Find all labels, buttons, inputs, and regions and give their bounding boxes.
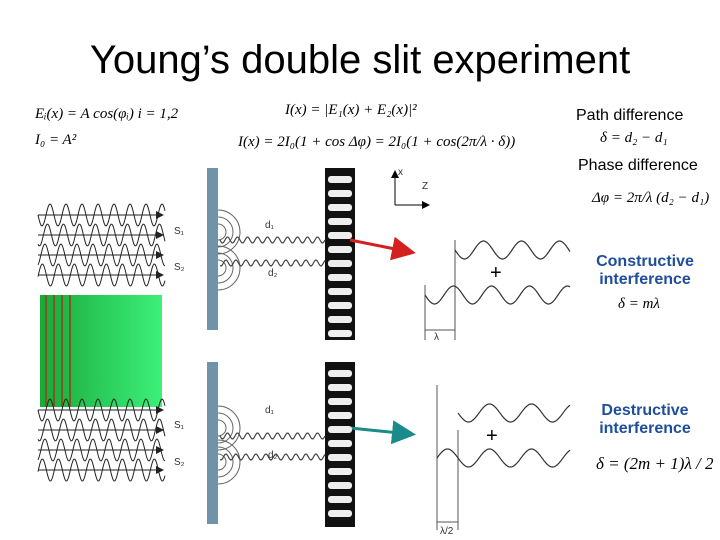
fringe xyxy=(328,218,352,225)
wavefront xyxy=(217,223,227,241)
fringe xyxy=(328,510,352,517)
path-label: d₁ xyxy=(265,405,274,416)
wave xyxy=(37,243,166,267)
source-label: S₁ xyxy=(174,420,185,431)
destructive-label: Destructive interference xyxy=(599,402,691,437)
wave xyxy=(37,398,166,422)
fringe xyxy=(328,426,352,433)
fringe xyxy=(328,260,352,267)
fringe xyxy=(328,274,352,281)
wavefront xyxy=(217,209,241,255)
wavefront xyxy=(217,446,234,478)
source-label: S₂ xyxy=(174,262,185,273)
equation: I(x) = |E₁(x) + E₂(x)|² xyxy=(285,102,417,118)
fringe xyxy=(328,302,352,309)
fringe xyxy=(328,440,352,447)
red-arrow xyxy=(349,236,416,261)
fringe xyxy=(328,176,352,183)
scale-label: λ/2 xyxy=(440,526,454,537)
path-label: d₂ xyxy=(268,450,278,461)
plus: + xyxy=(490,262,502,284)
wave xyxy=(424,285,571,305)
source-label: S₂ xyxy=(174,457,185,468)
wave xyxy=(219,236,326,244)
wave xyxy=(37,438,166,462)
wavefront xyxy=(217,245,241,291)
equation: I(x) = 2I₀(1 + cos Δφ) = 2I₀(1 + cos(2π/… xyxy=(238,134,516,150)
wavefront xyxy=(217,405,241,451)
interference-stripes xyxy=(45,295,71,407)
wave xyxy=(219,259,326,267)
axis-label: x xyxy=(398,167,403,178)
wave xyxy=(454,240,571,260)
fringe xyxy=(328,190,352,197)
slit-barrier xyxy=(207,168,218,330)
wave xyxy=(436,448,571,468)
fringe xyxy=(328,496,352,503)
constructive-label: Constructive interference xyxy=(596,253,694,288)
fringe xyxy=(328,482,352,489)
fringe xyxy=(328,204,352,211)
path-label: d₂ xyxy=(268,268,278,279)
fringe xyxy=(328,454,352,461)
interference-image xyxy=(40,295,162,407)
wave xyxy=(457,403,571,423)
wavefront xyxy=(217,453,227,471)
fringe xyxy=(328,468,352,475)
equation: δ = mλ xyxy=(618,296,660,312)
fringe xyxy=(328,246,352,253)
source-label: S₁ xyxy=(174,226,185,237)
fringe xyxy=(328,288,352,295)
wave xyxy=(37,458,166,482)
axis-label: Z xyxy=(422,181,429,192)
wave xyxy=(37,418,166,442)
wave xyxy=(37,223,166,247)
fringe xyxy=(328,316,352,323)
equation: Δφ = 2π/λ (d₂ − d₁) xyxy=(592,190,710,206)
wavefront xyxy=(217,439,241,485)
slit-barrier xyxy=(207,362,218,524)
fringe xyxy=(328,370,352,377)
scale-label: λ xyxy=(434,332,439,343)
teal-arrow xyxy=(349,420,416,445)
fringe xyxy=(328,232,352,239)
wavefront xyxy=(217,412,234,444)
phase-difference-label: Phase difference xyxy=(578,157,698,174)
equation: δ = d₂ − d₁ xyxy=(600,130,668,146)
equation: I₀ = A² xyxy=(35,132,77,148)
fringe xyxy=(328,330,352,337)
wavefront xyxy=(217,259,227,277)
equation: δ = (2m + 1)λ / 2 xyxy=(596,454,714,473)
wave xyxy=(37,263,166,287)
plus: + xyxy=(486,425,498,447)
path-difference-label: Path difference xyxy=(576,107,684,124)
wave xyxy=(219,453,326,461)
wavefront xyxy=(217,252,234,284)
guide-lines xyxy=(424,240,459,530)
fringe xyxy=(328,412,352,419)
fringe xyxy=(328,384,352,391)
wavefront xyxy=(217,419,227,437)
wave xyxy=(219,432,326,440)
path-label: d₁ xyxy=(265,220,274,231)
equation: Eᵢ(x) = A cos(φᵢ) i = 1,2 xyxy=(35,106,179,122)
wavefront xyxy=(217,216,234,248)
fringe xyxy=(328,398,352,405)
title: Young’s double slit experiment xyxy=(89,38,631,82)
wave xyxy=(37,203,166,227)
